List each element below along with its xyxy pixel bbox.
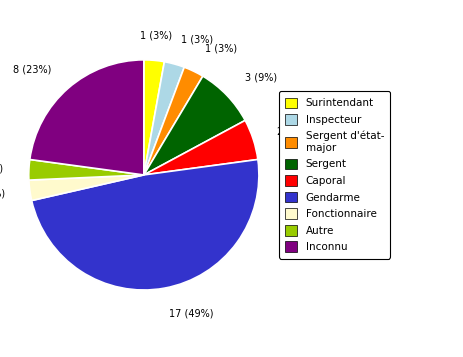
Legend: Surintendant, Inspecteur, Sergent d'état-
major, Sergent, Caporal, Gendarme, Fon: Surintendant, Inspecteur, Sergent d'état… [278,91,389,258]
Text: 1 (3%): 1 (3%) [204,44,237,54]
Wedge shape [144,67,202,175]
Wedge shape [144,76,244,175]
Text: 3 (9%): 3 (9%) [245,73,277,83]
Text: 1 (3%): 1 (3%) [0,164,4,174]
Wedge shape [30,60,144,175]
Wedge shape [29,160,144,180]
Wedge shape [144,120,257,175]
Text: 8 (23%): 8 (23%) [13,64,51,74]
Text: 1 (3%): 1 (3%) [140,30,172,40]
Text: 17 (49%): 17 (49%) [169,308,213,318]
Text: 1 (3%): 1 (3%) [181,35,213,45]
Text: 2 (6%): 2 (6%) [277,126,309,136]
Wedge shape [144,60,164,175]
Text: 1 (3%): 1 (3%) [0,189,5,199]
Wedge shape [29,175,144,201]
Wedge shape [144,62,184,175]
Wedge shape [31,160,258,290]
